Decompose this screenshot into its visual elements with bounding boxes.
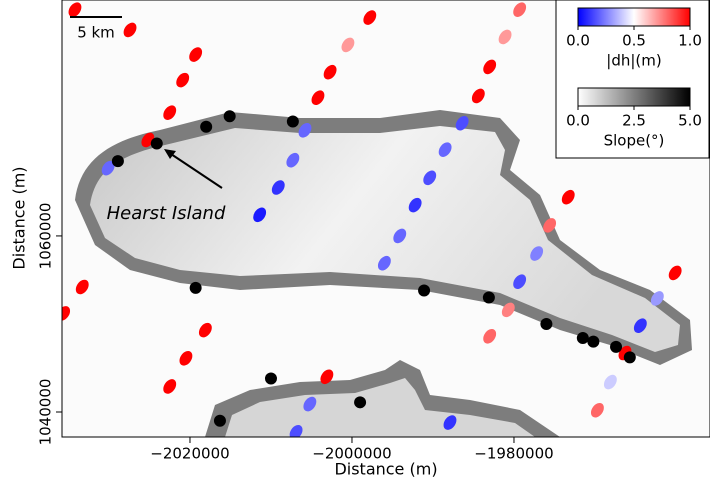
black-point	[265, 373, 277, 385]
colorbar-tick-label: 5.0	[678, 112, 702, 130]
colorbar-tick-label: 1.0	[678, 32, 702, 50]
colorbar-tick-label: 2.5	[622, 112, 646, 130]
black-point	[354, 396, 366, 408]
x-tick-label: −2000000	[312, 445, 391, 463]
black-point	[577, 332, 589, 344]
black-point	[610, 341, 622, 353]
black-point	[540, 318, 552, 330]
black-point	[587, 336, 599, 348]
black-point	[418, 285, 430, 297]
annotation: Hearst Island	[107, 203, 226, 224]
colorbar-tick-label: 0.5	[622, 32, 646, 50]
y-tick-label: 1060000	[37, 203, 55, 270]
black-point	[624, 351, 636, 363]
black-point	[151, 137, 163, 149]
black-point	[190, 282, 202, 294]
colorbar-label: |dh|(m)	[606, 52, 661, 70]
black-point	[112, 155, 124, 167]
x-tick-label: −1980000	[474, 445, 553, 463]
colorbar-label: Slope(°)	[604, 132, 665, 150]
black-point	[483, 292, 495, 304]
black-point	[214, 415, 226, 427]
scale-bar-label: 5 km	[77, 24, 115, 42]
colorbar	[578, 8, 690, 26]
black-point	[287, 115, 299, 127]
y-tick-label: 1040000	[37, 379, 55, 446]
colorbar-tick-label: 0.0	[566, 112, 590, 130]
colorbar-tick-label: 0.0	[566, 32, 590, 50]
x-tick-label: −2020000	[150, 445, 229, 463]
black-point	[200, 121, 212, 133]
y-axis-label: Distance (m)	[10, 166, 29, 269]
chart: 5 km Hearst Island Distance (m) Distance…	[0, 0, 710, 486]
black-point	[224, 110, 236, 122]
colorbar	[578, 88, 690, 106]
